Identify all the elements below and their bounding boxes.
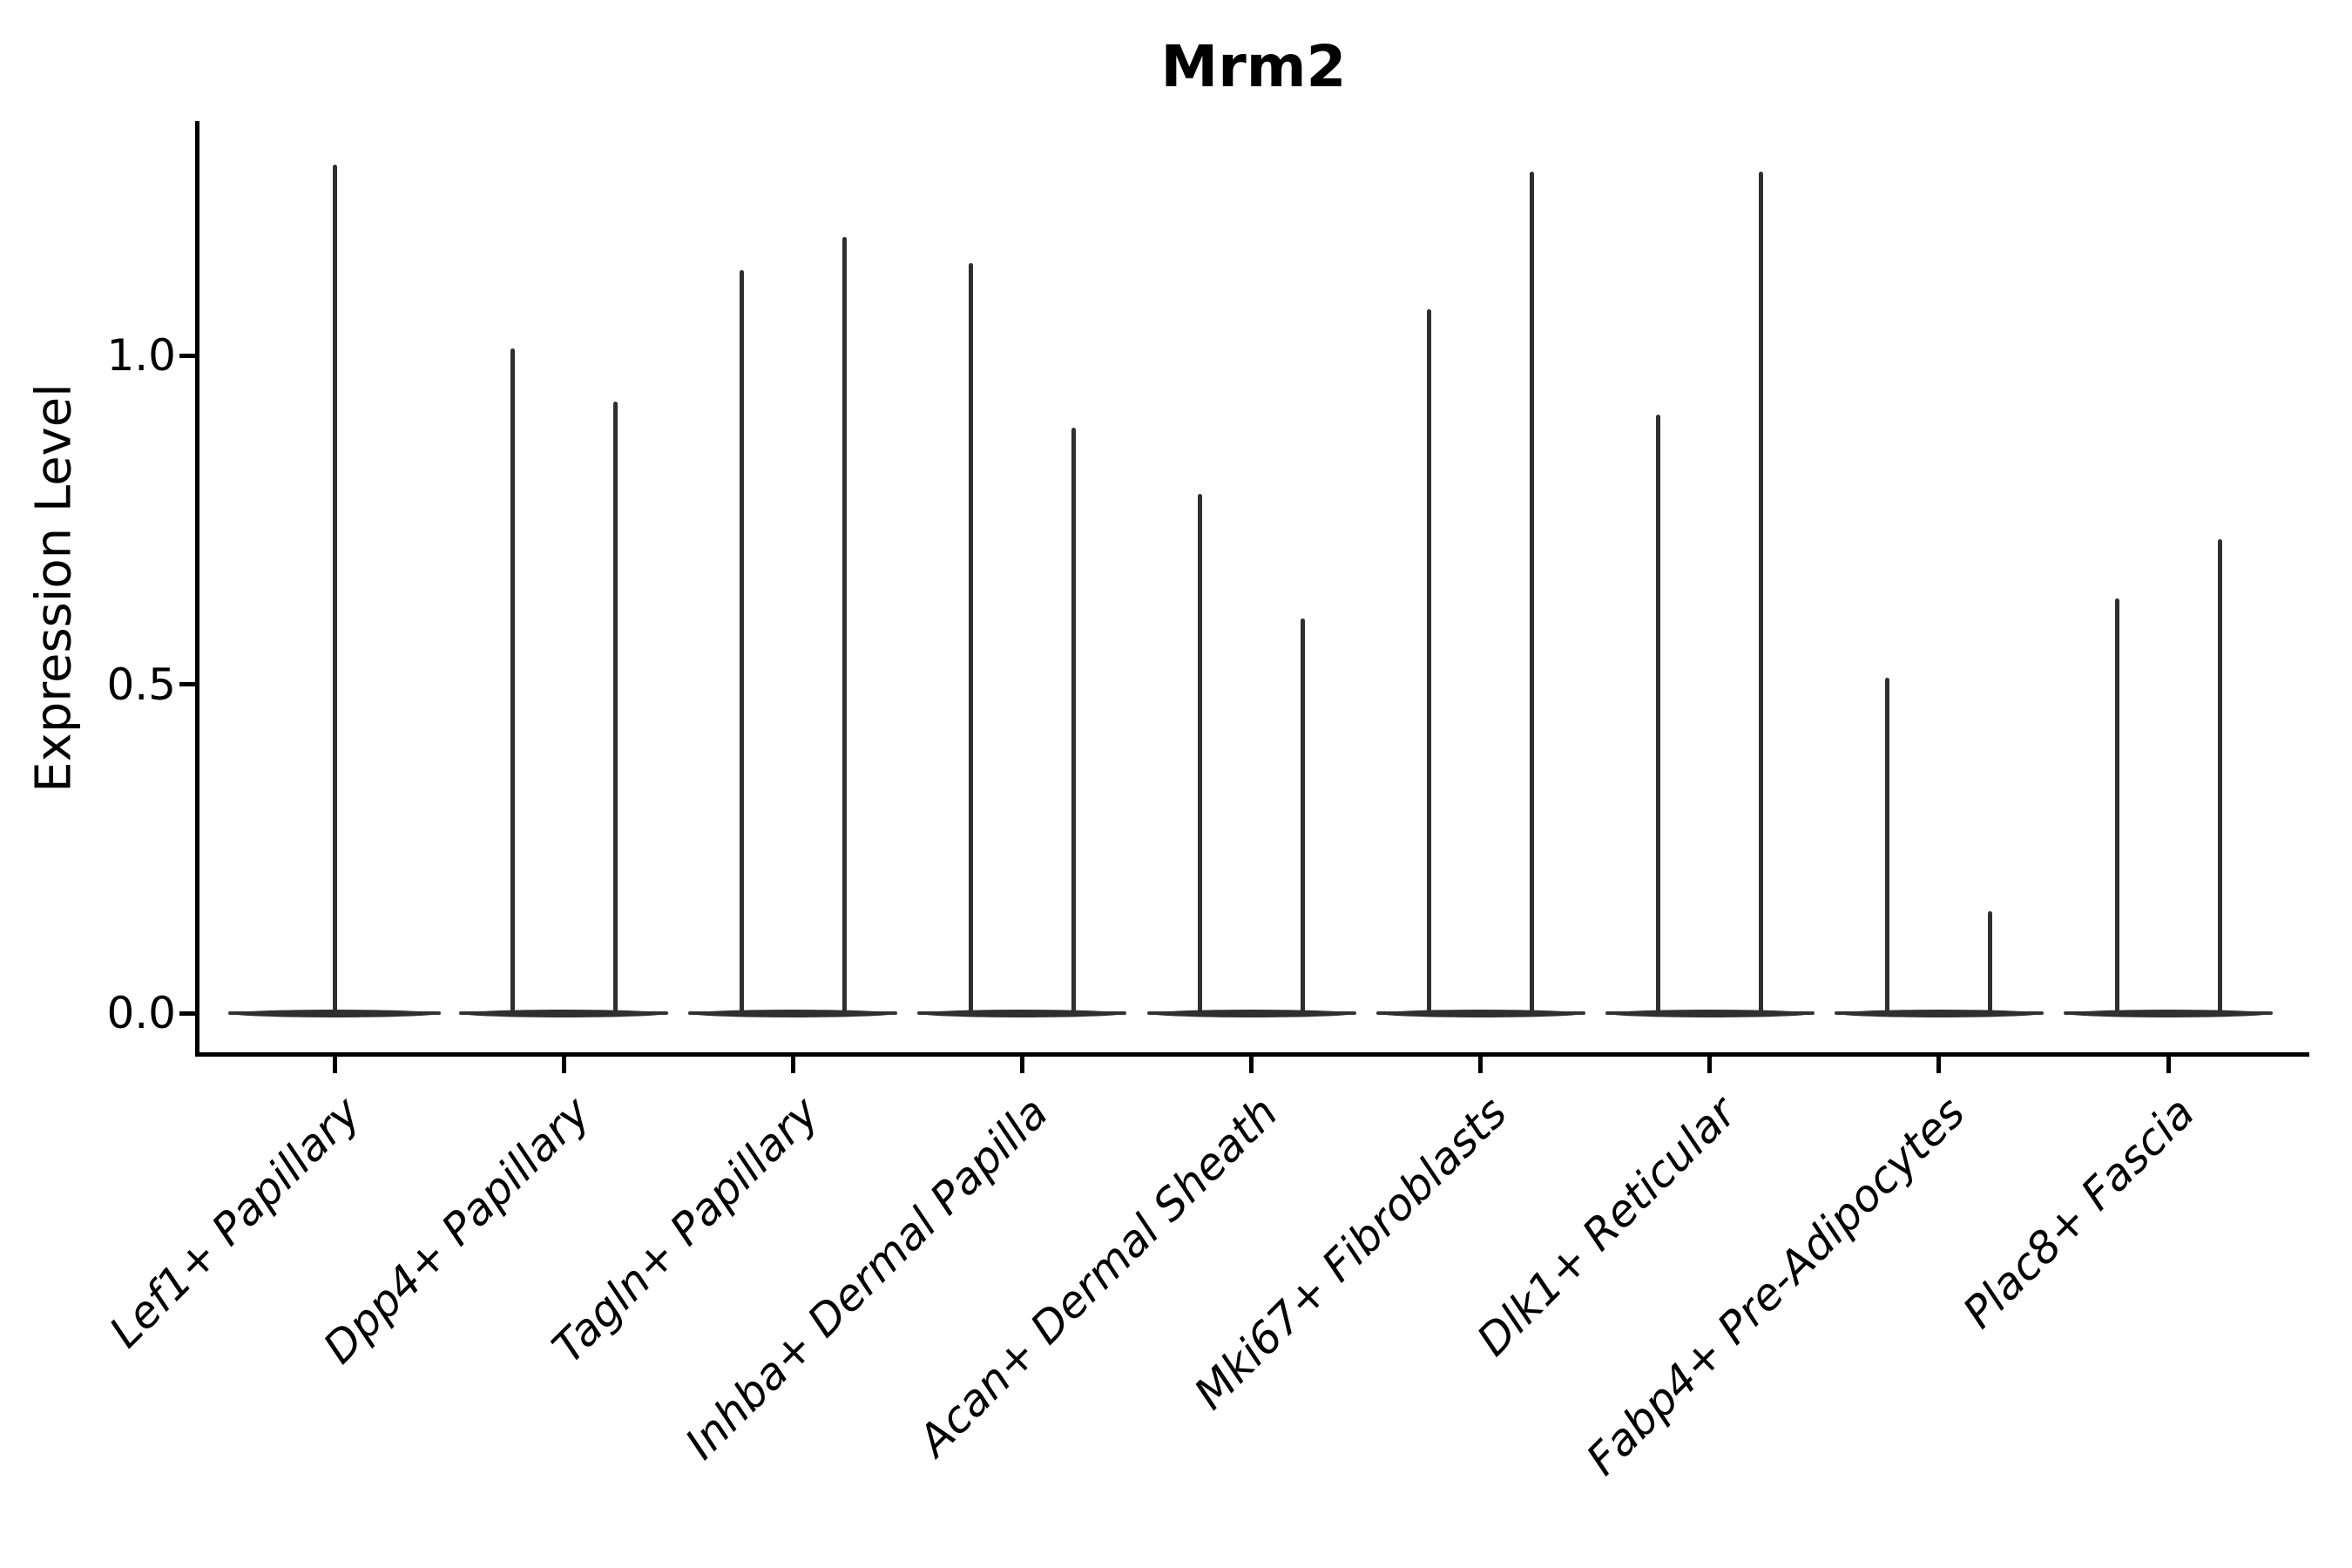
x-tick-mark — [1478, 1057, 1484, 1073]
x-tick-label: Plac8+ Fascia — [1953, 1087, 2205, 1338]
x-axis-spine — [195, 1052, 2309, 1057]
y-tick-mark — [179, 353, 195, 358]
chart-title: Mrm2 — [1160, 33, 1347, 100]
y-axis-spine — [195, 121, 199, 1057]
violin-spike — [2114, 598, 2119, 1015]
violin-spike — [1427, 309, 1432, 1015]
x-tick-mark — [1249, 1057, 1254, 1073]
violin-spike — [1988, 910, 1993, 1015]
violin-body-lens — [1150, 1009, 1353, 1017]
y-tick-label: 0.5 — [106, 659, 176, 710]
x-tick-mark — [561, 1057, 566, 1073]
x-tick-mark — [1936, 1057, 1942, 1073]
y-tick-label: 1.0 — [106, 330, 176, 381]
violin-body-lens — [1608, 1009, 1811, 1017]
x-tick-label: Fabp4+ Pre-Adipocytes — [1577, 1087, 1975, 1485]
violin-body-lens — [463, 1009, 666, 1017]
violin-spike — [1530, 171, 1535, 1015]
y-axis-label: Expression Level — [25, 383, 83, 793]
y-tick-mark — [179, 1010, 195, 1016]
x-tick-mark — [1707, 1057, 1713, 1073]
violin-spike — [1301, 618, 1305, 1015]
violin-spike — [739, 269, 744, 1015]
x-tick-label: Inhba+ Dermal Papilla — [675, 1087, 1058, 1470]
violin-body-lens — [692, 1009, 895, 1017]
violin-spike — [332, 165, 337, 1015]
violin-spike — [1759, 171, 1764, 1015]
violin-spike — [510, 348, 515, 1015]
violin-body-lens — [1837, 1009, 2040, 1017]
x-tick-mark — [2166, 1057, 2171, 1073]
y-tick-label: 0.0 — [106, 988, 176, 1038]
x-tick-label: Lef1+ Papillary — [99, 1087, 371, 1358]
violin-spike — [2217, 539, 2222, 1015]
x-tick-mark — [332, 1057, 337, 1073]
violin-spike — [1071, 428, 1076, 1015]
violin-spike — [841, 237, 847, 1015]
y-tick-mark — [179, 682, 195, 686]
violin-spike — [1198, 493, 1202, 1015]
violin-spike — [1885, 677, 1890, 1015]
violin-body-lens — [1379, 1009, 1582, 1017]
violin-body-lens — [2067, 1009, 2269, 1017]
x-tick-mark — [1019, 1057, 1024, 1073]
violin-spike — [612, 401, 618, 1015]
violin-spike — [1656, 414, 1661, 1015]
violin-spike — [968, 263, 973, 1015]
violin-body-lens — [921, 1009, 1124, 1017]
x-tick-mark — [790, 1057, 795, 1073]
